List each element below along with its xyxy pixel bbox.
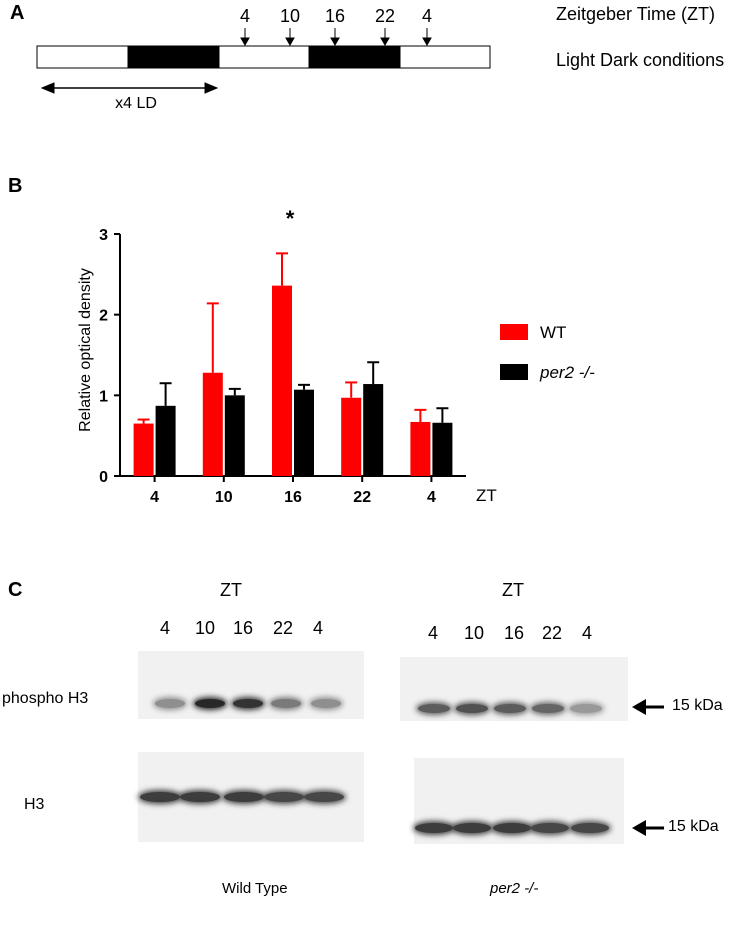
blot-band: [304, 792, 344, 802]
blot-band: [531, 823, 569, 833]
zt-title: Zeitgeber Time (ZT): [556, 4, 716, 24]
bar-per2: [155, 405, 176, 476]
per2-h3-blot: [414, 758, 624, 844]
blot-band: [493, 823, 531, 833]
x-tick-label: 22: [353, 489, 371, 506]
ld-segment-light-3: [399, 45, 491, 69]
per2-phospho-h3-blot: [400, 657, 628, 721]
bar-wt: [133, 423, 154, 476]
marker-arrow-icon: [632, 699, 664, 715]
x-tick-label: 16: [284, 489, 302, 506]
ld-segment-light-1: [36, 45, 129, 69]
bar-per2: [363, 384, 384, 476]
bar-per2: [294, 389, 314, 476]
per2-lane-label: 4: [582, 623, 593, 643]
legend-label-per2: per2 -/-: [539, 363, 595, 382]
y-axis-label: Relative optical density: [77, 268, 94, 432]
y-tick-label: 3: [99, 227, 108, 244]
significance-asterisk: *: [286, 206, 295, 231]
ld-conditions-label: Light Dark conditions: [556, 50, 725, 70]
sampling-arrows: [240, 28, 432, 47]
blot-band: [494, 703, 526, 713]
zt-arrow-label-22: 22: [375, 6, 395, 26]
wt-phospho-h3-blot: [138, 651, 364, 719]
entrainment-arrow: [40, 82, 219, 94]
bar-wt: [202, 372, 223, 476]
blot-band: [453, 823, 491, 833]
chart-bars: [133, 252, 453, 476]
per2-lane-labels: 4 10 16 22 4: [410, 623, 630, 647]
panel-b-letter: B: [8, 175, 23, 197]
wt-zt-header: ZT: [220, 580, 242, 600]
x-axis-unit: ZT: [476, 486, 497, 505]
panel-a-letter: A: [10, 2, 25, 24]
bar-per2: [224, 395, 245, 476]
marker-label-phospho: 15 kDa: [672, 697, 723, 714]
zt-arrow-label-10: 10: [280, 6, 300, 26]
wt-lane-label: 16: [233, 618, 254, 638]
x-tick-label: 4: [150, 489, 159, 506]
wt-h3-blot: [138, 752, 364, 842]
x-tick-label: 4: [427, 489, 436, 506]
chart-axes: [114, 233, 466, 482]
blot-band: [271, 698, 301, 708]
wt-lane-label: 10: [195, 618, 216, 638]
marker-label-h3: 15 kDa: [668, 818, 719, 835]
blot-band: [233, 698, 263, 708]
per2-lane-label: 22: [542, 623, 563, 643]
wt-lane-label: 4: [160, 618, 171, 638]
blot-band: [155, 698, 185, 708]
ld-segment-dark-1: [128, 46, 219, 68]
marker-arrow-icon: [632, 820, 664, 836]
ld-segment-dark-2: [309, 46, 400, 68]
blot-band: [570, 703, 602, 713]
ld-segment-light-2: [218, 45, 310, 69]
blot-band: [571, 823, 609, 833]
bar-per2: [432, 422, 453, 476]
y-tick-label: 1: [99, 388, 108, 405]
row-label-h3: H3: [24, 796, 45, 813]
blot-band: [195, 698, 225, 708]
per2-lane-label: 10: [464, 623, 485, 643]
legend-swatch-wt: [500, 324, 528, 340]
blot-band: [415, 823, 453, 833]
row-label-phospho-h3: phospho H3: [2, 690, 89, 707]
zt-arrow-label-4b: 4: [422, 6, 432, 26]
y-tick-label: 2: [99, 308, 108, 325]
per2-zt-header: ZT: [502, 580, 524, 600]
optical-density-chart: 0 1 2 3 4 10 16 22 4 Relative optical density ZT…: [77, 206, 595, 506]
chart-labels: 0 1 2 3 4 10 16 22 4: [99, 227, 436, 506]
legend-swatch-per2: [500, 364, 528, 380]
zt-arrow-label-16: 16: [325, 6, 345, 26]
panel-c-letter: C: [8, 579, 23, 601]
wt-lane-labels: 4 10 16 22 4: [140, 618, 370, 642]
per2-caption: per2 -/-: [490, 880, 539, 897]
bar-wt: [341, 397, 362, 476]
blot-band: [140, 792, 180, 802]
x-tick-label: 10: [215, 489, 233, 506]
entrainment-label: x4 LD: [115, 95, 157, 110]
blot-band: [224, 792, 264, 802]
bar-wt: [410, 421, 431, 476]
y-tick-label: 0: [99, 469, 108, 486]
wt-lane-label: 4: [313, 618, 324, 638]
legend-label-wt: WT: [540, 323, 566, 342]
wt-caption: Wild Type: [222, 880, 288, 897]
bar-wt: [272, 285, 292, 476]
blot-band: [456, 703, 488, 713]
per2-lane-label: 4: [428, 623, 439, 643]
per2-lane-label: 16: [504, 623, 525, 643]
blot-band: [418, 703, 450, 713]
zt-arrow-label-4a: 4: [240, 6, 250, 26]
wt-lane-label: 22: [273, 618, 294, 638]
blot-band: [532, 703, 564, 713]
blot-band: [311, 698, 341, 708]
blot-band: [180, 792, 220, 802]
light-dark-schedule: 4 10 16 22 4 x4 LD: [36, 6, 491, 110]
blot-band: [264, 792, 304, 802]
